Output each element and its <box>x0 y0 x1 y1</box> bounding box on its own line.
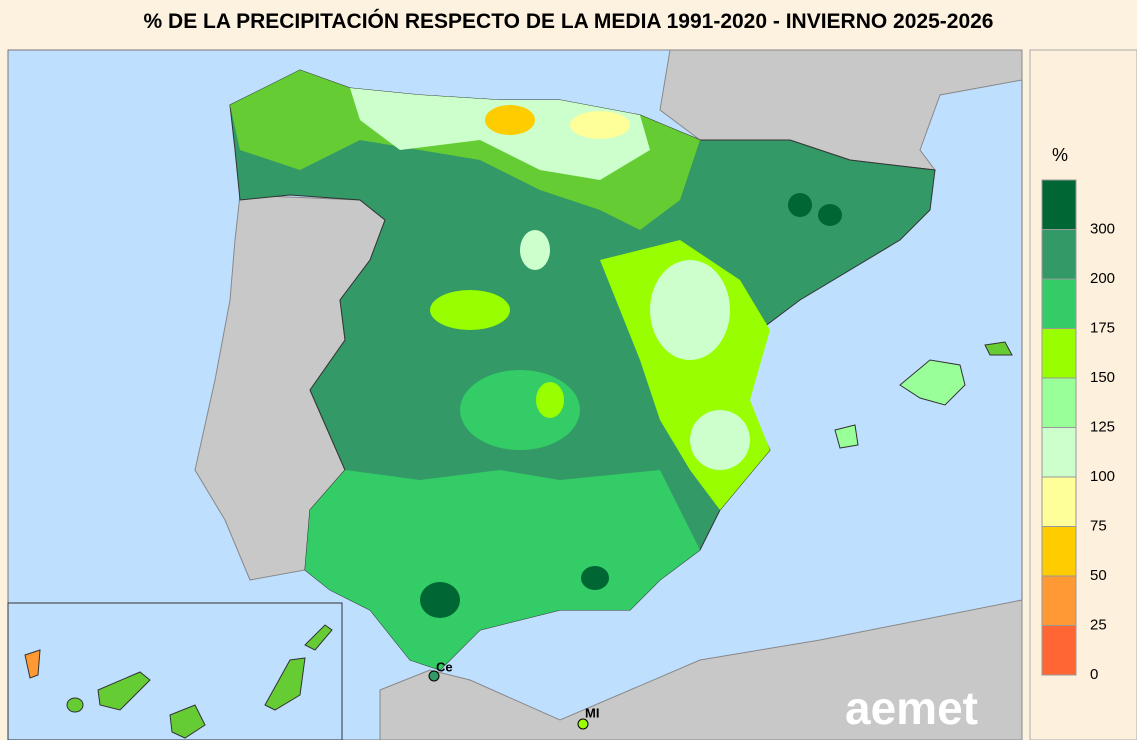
mallorca <box>899 359 966 406</box>
legend-tick-label: 100 <box>1090 468 1115 485</box>
precip-zone <box>690 410 750 470</box>
legend-swatch <box>1041 377 1077 428</box>
precip-zone <box>430 290 510 330</box>
legend-swatch <box>1041 476 1077 527</box>
canary-island <box>97 671 151 711</box>
precip-zone <box>350 88 650 180</box>
legend-swatch <box>1041 278 1077 329</box>
africa <box>379 599 1023 740</box>
legend-tick-label: 175 <box>1090 319 1115 336</box>
legend-tick-label: 150 <box>1090 369 1115 386</box>
canary-island <box>264 657 306 711</box>
legend-swatch <box>1041 575 1077 626</box>
precip-zone <box>788 193 812 217</box>
precip-zone <box>581 566 609 590</box>
precip-zone <box>485 105 535 135</box>
legend-swatch <box>1041 625 1077 676</box>
legend-tick-label: 200 <box>1090 270 1115 287</box>
precip-zone <box>520 230 550 270</box>
map-title: % DE LA PRECIPITACIÓN RESPECTO DE LA MED… <box>143 10 994 33</box>
precip-zone <box>305 470 700 670</box>
precip-zone <box>570 111 630 139</box>
logo: aemet <box>845 682 978 734</box>
precip-zone <box>536 382 564 418</box>
canary-island <box>169 704 206 739</box>
legend-tick-label: 25 <box>1090 616 1107 633</box>
legend-swatch <box>1041 526 1077 577</box>
legend-tick-label: 75 <box>1090 517 1107 534</box>
place-label: MI <box>585 705 599 720</box>
legend-swatch <box>1041 229 1077 280</box>
menorca <box>984 341 1013 356</box>
precip-zone <box>420 582 460 618</box>
canary-island <box>304 624 333 651</box>
legend-swatch <box>1041 427 1077 478</box>
legend-tick-label: 125 <box>1090 418 1115 435</box>
legend-tick-label: 50 <box>1090 567 1107 584</box>
legend-title: % <box>1052 145 1068 165</box>
melilla-marker <box>577 718 589 730</box>
ibiza <box>834 424 859 449</box>
ceuta-marker <box>428 670 440 682</box>
legend: 300 200 175 150 125 100 75 50 25 0 <box>1041 179 1115 683</box>
canary-island <box>24 649 41 679</box>
legend-tick-label: 300 <box>1090 220 1115 237</box>
legend-swatch <box>1041 328 1077 379</box>
precip-zone <box>818 204 842 226</box>
legend-tick-label: 0 <box>1090 666 1098 683</box>
legend-swatch <box>1041 179 1077 230</box>
precip-zone <box>650 260 730 360</box>
canary-island <box>66 697 84 713</box>
place-label: Ce <box>436 659 453 674</box>
precip-zone <box>460 370 580 450</box>
